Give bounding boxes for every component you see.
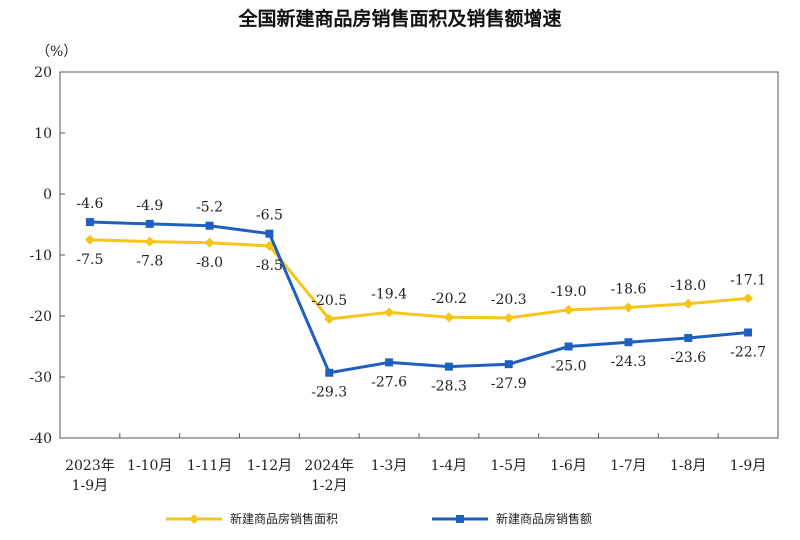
amount-data-label: -24.3 <box>610 354 646 370</box>
area-data-label: -8.0 <box>196 255 223 271</box>
amount-point <box>564 342 573 351</box>
area-data-label: -7.8 <box>136 254 163 270</box>
area-data-label: -20.3 <box>491 292 527 308</box>
amount-point <box>504 360 513 369</box>
area-point <box>743 293 754 304</box>
axes: （%） 20 10 0 -10 -20 -30 -40 2023年 1-9月 1-10月 1-11月 1… <box>29 44 779 494</box>
amount-point <box>145 219 154 228</box>
amount-point <box>684 333 693 342</box>
series-layer <box>84 218 754 377</box>
x-tick-label: 1-7月 <box>610 458 647 474</box>
series-line-1 <box>89 238 749 321</box>
y-tick-label: -30 <box>29 370 52 386</box>
x-tick-label: 1-6月 <box>550 458 587 474</box>
area-data-label: -20.2 <box>431 291 467 307</box>
amount-data-label: -27.9 <box>491 376 527 392</box>
area-point <box>324 314 335 325</box>
area-data-label: -19.0 <box>551 284 587 300</box>
area-point <box>264 240 275 251</box>
amount-data-label: -4.9 <box>136 198 163 214</box>
x-tick-label: 1-4月 <box>431 458 468 474</box>
x-tick-label: 1-10月 <box>127 458 172 474</box>
amount-data-label: -23.6 <box>670 350 706 366</box>
area-point <box>84 234 95 245</box>
x-tick-label: 1-8月 <box>670 458 707 474</box>
area-data-label: -8.5 <box>256 258 283 274</box>
area-point <box>503 312 514 323</box>
y-tick-label: -10 <box>29 248 52 264</box>
y-axis-unit: （%） <box>36 44 77 60</box>
amount-data-label: -27.6 <box>371 374 407 390</box>
amount-data-label: -25.0 <box>551 359 587 375</box>
area-data-label: -18.0 <box>670 278 706 294</box>
area-point <box>623 302 634 313</box>
x-tick-label: 1-9月 <box>730 458 767 474</box>
amount-point <box>325 368 334 377</box>
plot-frame <box>59 71 779 439</box>
x-tick-label: 1-9月 <box>72 478 109 494</box>
amount-point <box>265 229 274 238</box>
area-point <box>384 307 395 318</box>
x-tick-label: 1-11月 <box>187 458 232 474</box>
area-data-label: -20.5 <box>311 293 347 309</box>
amount-data-label: -29.3 <box>311 385 347 401</box>
legend-label-2: 新建商品房销售额 <box>496 511 592 526</box>
y-tick-label: -40 <box>29 431 52 447</box>
x-tick-label: 1-2月 <box>311 478 348 494</box>
amount-data-label: -4.6 <box>76 196 103 212</box>
amount-point <box>624 338 633 347</box>
amount-data-label: -5.2 <box>196 200 223 216</box>
amount-point <box>744 328 753 337</box>
data-labels: -7.5 -7.8 -8.0 -8.5 -20.5 -19.4 -20.2 -20.3 -19.… <box>76 196 766 401</box>
amount-data-label: -22.7 <box>730 344 766 360</box>
y-tick-label: 0 <box>43 187 52 203</box>
area-point <box>204 237 215 248</box>
x-tick-label: 2023年 <box>65 458 115 474</box>
area-data-label: -7.5 <box>76 252 103 268</box>
amount-data-label: -6.5 <box>256 208 283 224</box>
y-tick-label: 10 <box>34 126 52 142</box>
amount-point <box>385 358 394 367</box>
legend-label-1: 新建商品房销售面积 <box>230 511 338 526</box>
area-point <box>144 236 155 247</box>
area-data-label: -18.6 <box>610 281 646 297</box>
area-point <box>443 312 454 323</box>
amount-point <box>85 218 94 227</box>
area-data-label: -19.4 <box>371 286 407 302</box>
series-line-2 <box>89 220 749 375</box>
area-point <box>563 304 574 315</box>
x-tick-label: 1-5月 <box>490 458 527 474</box>
area-point <box>683 298 694 309</box>
amount-point <box>444 362 453 371</box>
amount-point <box>205 221 214 230</box>
area-data-label: -17.1 <box>730 272 766 288</box>
chart-title: 全国新建商品房销售面积及销售额增速 <box>238 8 562 30</box>
y-tick-label: 20 <box>34 65 52 81</box>
x-tick-label: 1-3月 <box>371 458 408 474</box>
y-tick-label: -20 <box>29 309 52 325</box>
legend-marker-1 <box>189 514 199 524</box>
amount-data-label: -28.3 <box>431 379 467 395</box>
legend-marker-2 <box>456 515 464 523</box>
legend: 新建商品房销售面积 新建商品房销售额 <box>166 511 592 526</box>
x-tick-label: 2024年 <box>304 458 354 474</box>
x-tick-label: 1-12月 <box>247 458 292 474</box>
